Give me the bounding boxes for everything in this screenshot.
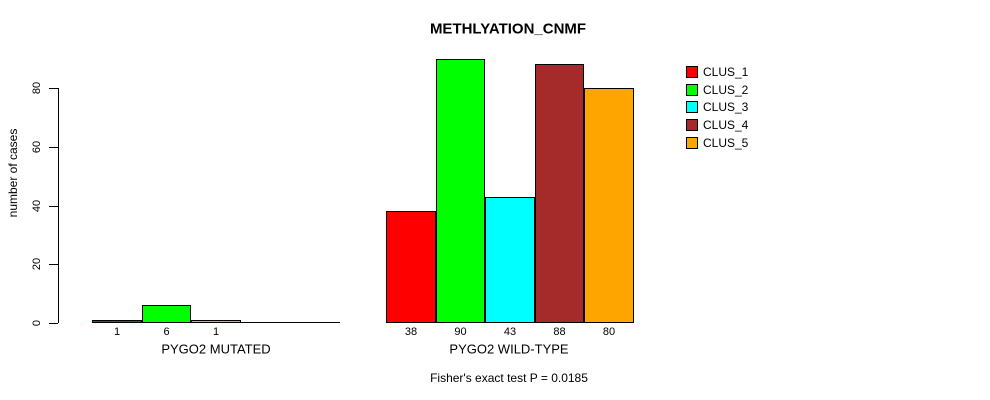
bar-clus_1-mutated	[92, 320, 142, 323]
y-tick-mark	[49, 88, 58, 89]
legend-label-clus_4: CLUS_4	[703, 118, 749, 132]
legend-label-clus_2: CLUS_2	[703, 83, 749, 97]
bar-clus_1-wildtype	[386, 211, 436, 323]
y-tick-mark	[49, 264, 58, 265]
legend-label-clus_1: CLUS_1	[703, 65, 749, 79]
bar-clus_4-wildtype	[535, 64, 584, 323]
bar-clus_5-wildtype	[584, 88, 634, 323]
bar-value-label: 80	[602, 326, 616, 338]
y-axis-label: number of cases	[6, 128, 20, 218]
bar-value-label: 1	[212, 326, 220, 338]
legend-label-clus_3: CLUS_3	[703, 100, 749, 114]
legend-swatch-clus_3	[686, 101, 698, 113]
bar-value-label: 6	[163, 326, 170, 338]
y-tick-mark	[49, 206, 58, 207]
bar-value-label: 90	[454, 326, 467, 338]
legend-swatch-clus_5	[686, 137, 698, 149]
group-label-wildtype: PYGO2 WILD-TYPE	[449, 341, 569, 357]
group-label-mutated: PYGO2 MUTATED	[161, 341, 271, 357]
bar-clus_3-mutated	[191, 320, 241, 323]
y-tick-mark	[49, 147, 58, 148]
legend-swatch-clus_1	[686, 66, 698, 78]
y-tick-label: 0	[31, 319, 43, 327]
bar-value-label: 1	[113, 326, 121, 338]
y-axis-line	[58, 88, 59, 323]
legend-swatch-clus_4	[686, 119, 698, 131]
bar-value-label: 88	[553, 326, 566, 338]
bar-clus_3-wildtype	[485, 197, 535, 323]
y-tick-label: 40	[31, 199, 43, 213]
bar-clus_2-mutated	[142, 305, 191, 323]
y-tick-label: 80	[31, 81, 43, 95]
bar-value-label: 43	[503, 326, 517, 338]
bar-value-label: 38	[404, 326, 418, 338]
y-tick-mark	[49, 323, 58, 324]
y-tick-label: 60	[31, 140, 43, 154]
chart-title: METHLYATION_CNMF	[429, 20, 587, 38]
legend-label-clus_5: CLUS_5	[703, 136, 749, 150]
legend-swatch-clus_2	[686, 84, 698, 96]
fisher-test-annotation: Fisher's exact test P = 0.0185	[430, 371, 588, 385]
bar-clus_2-wildtype	[436, 59, 485, 323]
y-tick-label: 20	[31, 257, 43, 271]
